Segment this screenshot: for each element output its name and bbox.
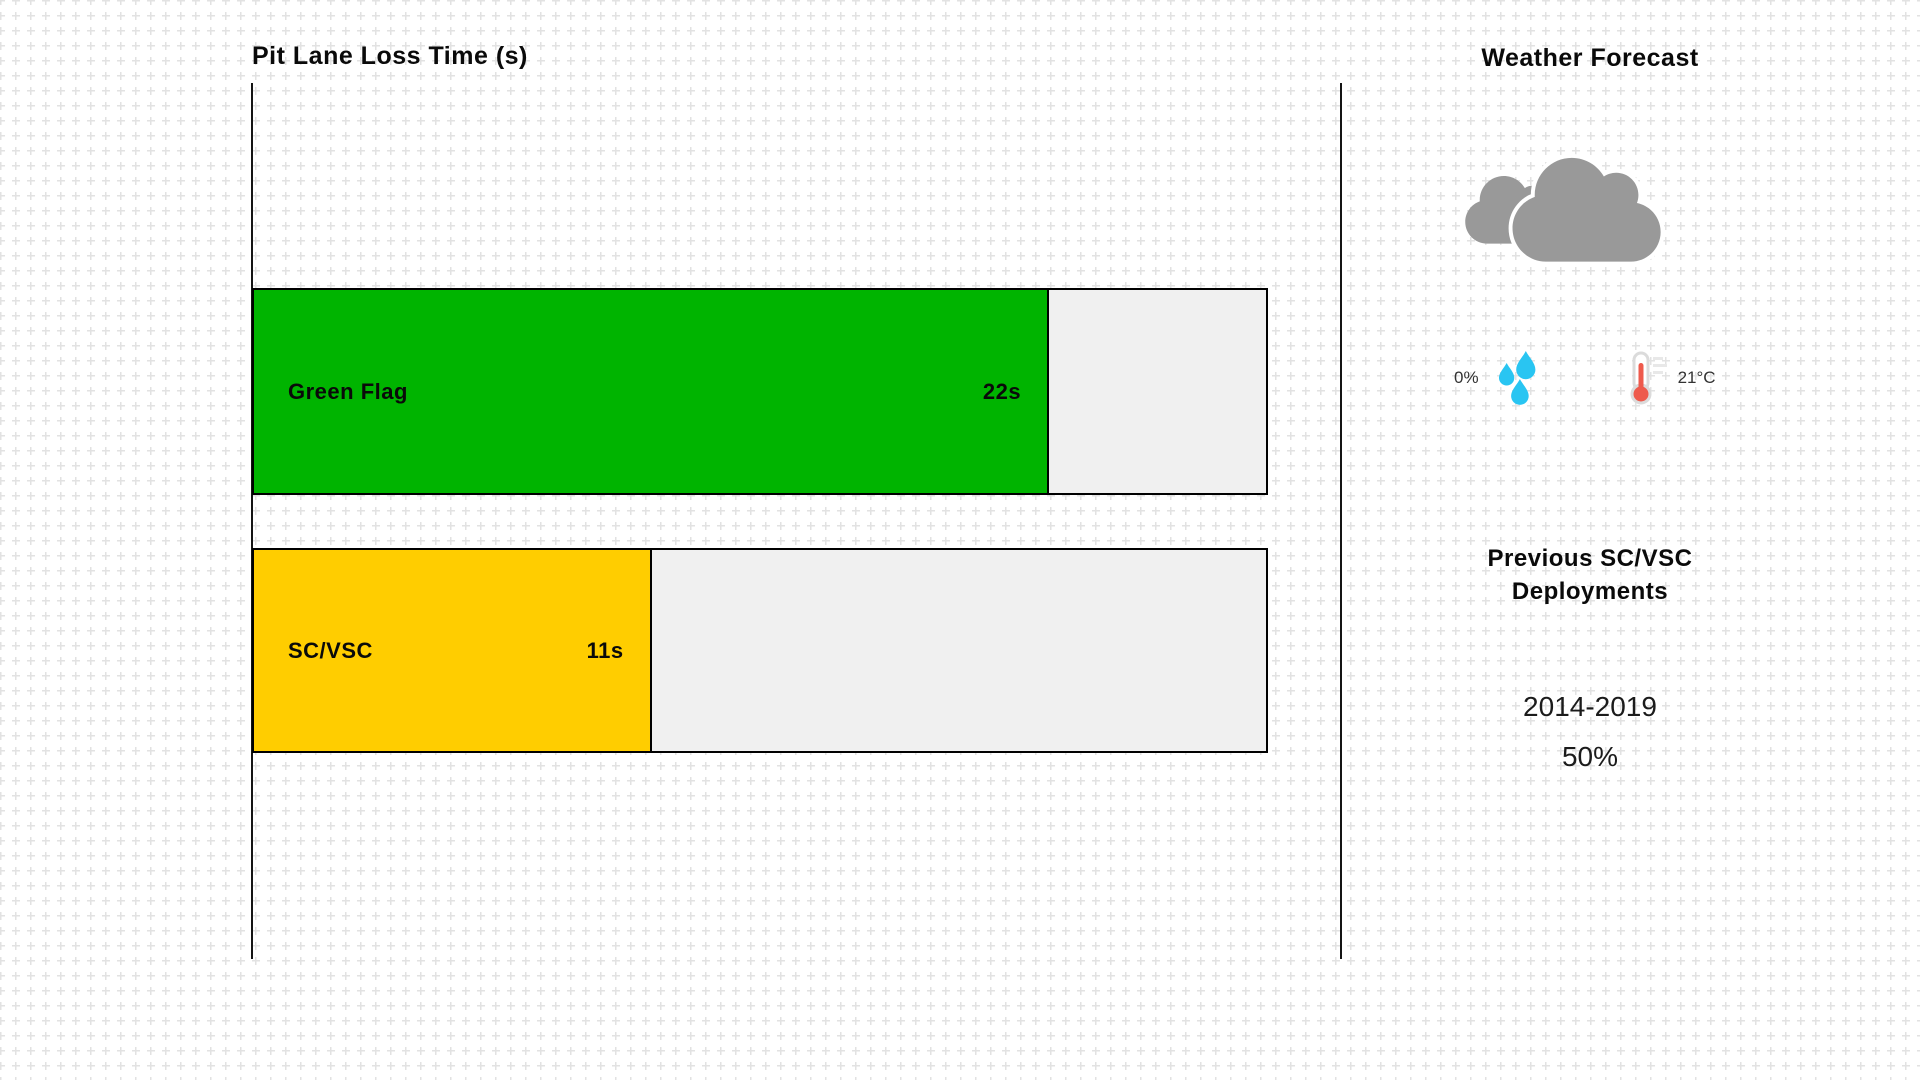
panel-divider-line [1340, 83, 1342, 959]
bar-category-label: SC/VSC [288, 637, 373, 663]
bar-track-green-flag: Green Flag 22s [252, 288, 1268, 495]
weather-panel: Weather Forecast 0% [1390, 0, 1790, 1080]
bar-track-sc-vsc: SC/VSC 11s [252, 548, 1268, 753]
bar-fill-green-flag: Green Flag 22s [254, 290, 1050, 493]
bar-fill-sc-vsc: SC/VSC 11s [254, 550, 652, 751]
temperature-value: 21°C [1677, 368, 1716, 387]
chart-y-axis-line [251, 83, 253, 959]
weather-metrics-row: 0% [1454, 348, 1716, 408]
previous-deployments-heading: Previous SC/VSC Deployments [1487, 545, 1693, 605]
weather-title: Weather Forecast [1481, 44, 1699, 72]
bar-value-label: 22s [982, 378, 1022, 404]
raindrops-icon [1498, 349, 1536, 407]
precipitation-value: 0% [1454, 368, 1479, 387]
thermometer-icon [1626, 351, 1670, 405]
bar-category-label: Green Flag [288, 378, 408, 404]
deployments-period: 2014-2019 [1523, 691, 1657, 722]
chart-title: Pit Lane Loss Time (s) [252, 42, 528, 70]
deployments-probability: 50% [1561, 741, 1619, 772]
cloudy-icon [1463, 149, 1715, 271]
bar-value-label: 11s [586, 637, 624, 663]
